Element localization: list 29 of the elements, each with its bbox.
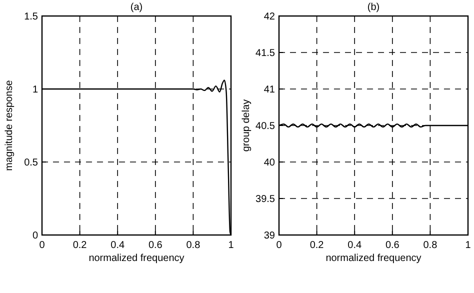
y-tick-label: 42 bbox=[264, 12, 276, 22]
x-tick-label: 1 bbox=[228, 240, 234, 251]
y-tick-label: 1 bbox=[32, 84, 38, 96]
y-tick-label: 0 bbox=[32, 230, 38, 242]
x-tick-label: 0.6 bbox=[148, 240, 163, 251]
x-tick-label: 0.8 bbox=[186, 240, 201, 251]
y-tick-label: 40 bbox=[264, 158, 276, 168]
x-tick-label: 0.6 bbox=[385, 240, 400, 251]
x-tick-label: 0 bbox=[39, 240, 46, 251]
y-tick-label: 0.5 bbox=[24, 158, 38, 168]
x-tick-label: 0.2 bbox=[72, 240, 88, 251]
x-tick-label: 0.8 bbox=[423, 240, 438, 251]
y-axis-title: group delay bbox=[241, 99, 252, 152]
x-tick-label: 0 bbox=[276, 240, 282, 251]
x-tick-label: 0.2 bbox=[310, 240, 324, 251]
y-tick-label: 40.5 bbox=[256, 121, 276, 132]
x-tick-label: 0.4 bbox=[110, 240, 125, 251]
chart-title: (b) bbox=[367, 2, 380, 13]
y-tick-label: 39 bbox=[264, 230, 276, 242]
x-axis-title: normalized frequency bbox=[88, 253, 184, 264]
y-tick-label: 1.5 bbox=[24, 12, 38, 22]
x-tick-label: 1 bbox=[465, 240, 472, 251]
x-axis-title: normalized frequency bbox=[326, 253, 422, 264]
y-tick-label: 41.5 bbox=[256, 48, 276, 59]
x-tick-label: 0.4 bbox=[348, 240, 362, 251]
y-tick-label: 41 bbox=[264, 84, 276, 96]
y-tick-label: 39.5 bbox=[256, 194, 276, 205]
chart-title: (a) bbox=[130, 2, 143, 13]
y-axis-title: magnitude response bbox=[4, 80, 15, 171]
